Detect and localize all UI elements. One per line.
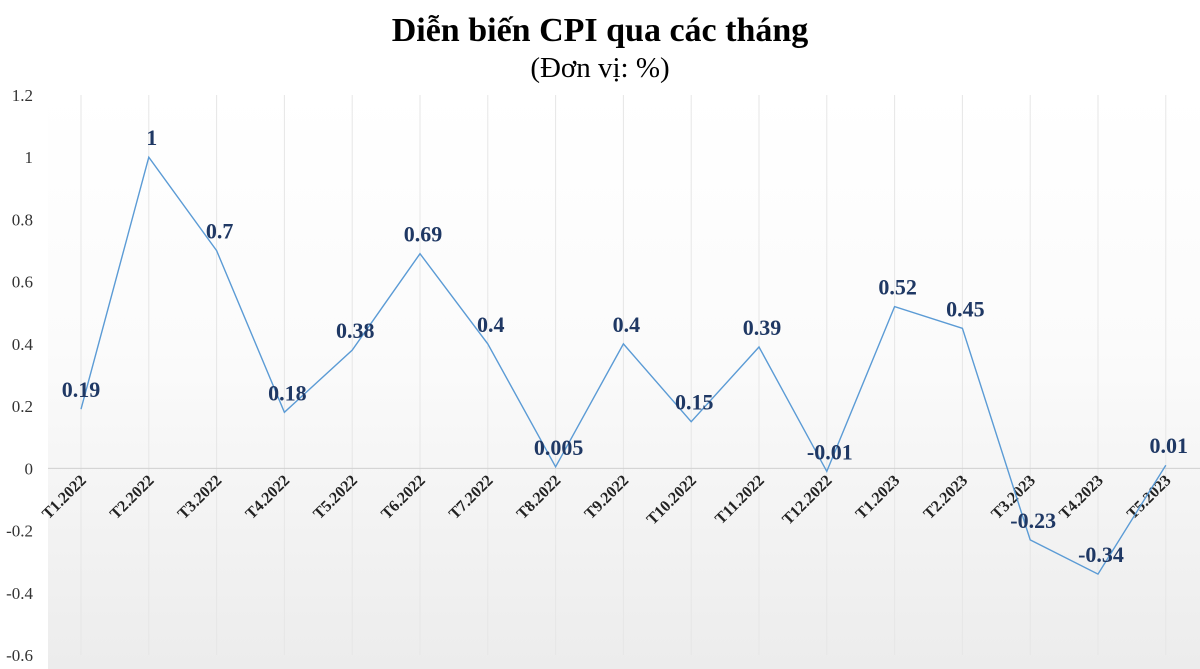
- y-axis: -0.6 -0.4 -0.2 0 0.2 0.4 0.6 0.8 1 1.2: [6, 86, 33, 665]
- y-tick-label: -0.2: [6, 522, 33, 541]
- plot-background: [48, 90, 1200, 669]
- y-tick-label: 0.2: [12, 397, 33, 416]
- data-label-t4-2022: 0.18: [268, 380, 307, 405]
- y-tick-label: -0.4: [6, 584, 33, 603]
- cpi-series-line: [80, 155, 1167, 576]
- y-tick-label: 0.8: [12, 210, 33, 229]
- data-label-t2-2022: 1: [146, 125, 157, 150]
- data-label-t7-2022: 0.4: [477, 312, 505, 337]
- data-label-t2-2023: 0.45: [946, 296, 985, 321]
- chart-title: Diễn biến CPI qua các tháng: [392, 12, 809, 49]
- y-tick-label: 0: [25, 459, 34, 478]
- data-label-t10-2022: 0.15: [675, 390, 714, 415]
- y-tick-label: 1: [25, 148, 34, 167]
- data-label-t3-2023: -0.23: [1010, 508, 1056, 533]
- data-label-t8-2022: 0.005: [534, 435, 584, 460]
- y-tick-label: 0.6: [12, 273, 33, 292]
- data-label-t5-2022: 0.38: [336, 318, 375, 343]
- y-tick-label: -0.6: [6, 646, 33, 665]
- y-tick-label: 0.4: [12, 335, 34, 354]
- vertical-gridlines: [80, 95, 1167, 655]
- data-label-t9-2022: 0.4: [613, 312, 641, 337]
- data-label-t1-2022: 0.19: [62, 377, 101, 402]
- data-label-t1-2023: 0.52: [878, 275, 917, 300]
- data-label-t5-2023: 0.01: [1150, 433, 1189, 458]
- data-label-t4-2023: -0.34: [1078, 542, 1124, 567]
- data-label-t3-2022: 0.7: [206, 219, 234, 244]
- chart-subtitle: (Đơn vị: %): [530, 52, 669, 84]
- data-label-t6-2022: 0.69: [404, 222, 443, 247]
- data-labels: 0.19 1 0.7 0.18 0.38 0.69 0.4 0.005 0.4 0.15 0.39 -…: [62, 125, 1188, 567]
- y-tick-label: 1.2: [12, 86, 33, 105]
- data-label-t11-2022: 0.39: [743, 315, 782, 340]
- data-label-t12-2022: -0.01: [807, 439, 853, 464]
